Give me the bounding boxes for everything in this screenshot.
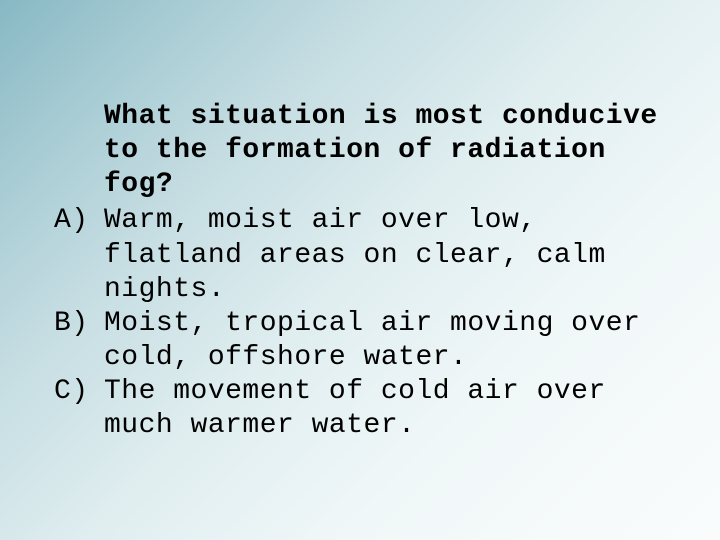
options-list: A) Warm, moist air over low, flatland ar… — [54, 204, 666, 443]
slide-container: What situation is most conducive to the … — [0, 0, 720, 540]
option-c: C) The movement of cold air over much wa… — [54, 375, 666, 443]
option-text: Warm, moist air over low, flatland areas… — [104, 204, 666, 306]
question-text: What situation is most conducive to the … — [104, 100, 666, 202]
option-b: B) Moist, tropical air moving over cold,… — [54, 307, 666, 375]
option-label: C) — [54, 375, 104, 443]
option-text: The movement of cold air over much warme… — [104, 375, 666, 443]
option-label: A) — [54, 204, 104, 306]
option-label: B) — [54, 307, 104, 375]
option-a: A) Warm, moist air over low, flatland ar… — [54, 204, 666, 306]
option-text: Moist, tropical air moving over cold, of… — [104, 307, 666, 375]
